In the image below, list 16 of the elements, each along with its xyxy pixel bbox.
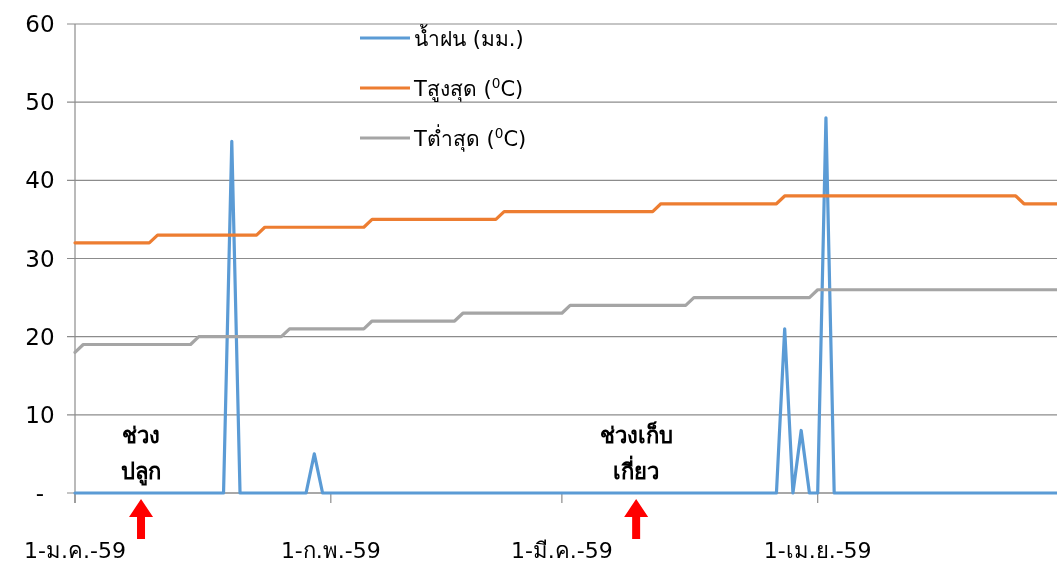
legend-label: Tต่ำสุด ($^{0}$C): [413, 124, 527, 152]
x-tick-label: 1-ก.พ.-59: [280, 538, 381, 563]
x-tick-label: 1-มี.ค.-59: [510, 538, 613, 563]
y-tick-label: -: [35, 480, 45, 506]
legend-label: Tสูงสุด ($^{0}$C): [413, 75, 524, 102]
y-tick-label: 40: [25, 167, 55, 194]
annotation: ช่วงเก็บ เกี่ยว: [599, 421, 673, 484]
y-tick-label: 60: [25, 11, 55, 37]
annotation: ช่วง ปลูก: [121, 423, 162, 486]
x-tick-label: 1-ม.ค.-59: [24, 538, 126, 563]
y-tick-label: 30: [25, 245, 55, 272]
y-tick-label: 50: [25, 89, 55, 116]
x-tick-label: 1-เม.ย.-59: [763, 538, 872, 563]
legend-label: น้ำฝน (มม.): [414, 24, 524, 51]
y-tick-label: 10: [25, 401, 55, 428]
y-tick-label: 20: [25, 323, 55, 350]
